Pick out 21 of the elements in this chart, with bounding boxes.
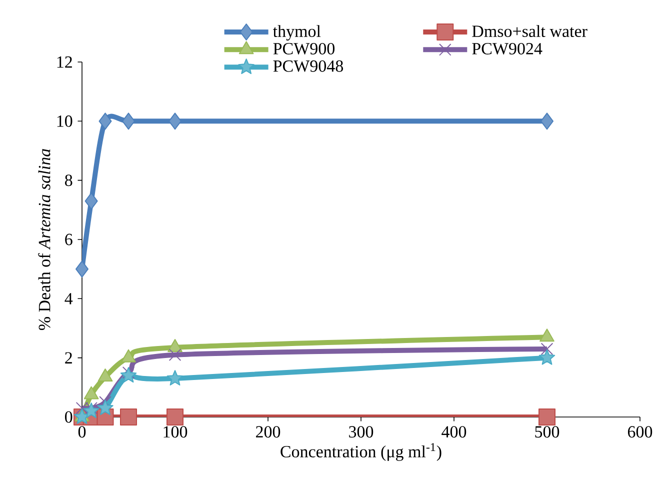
y-tick-label: 10 xyxy=(57,115,72,127)
y-tick-label: 0 xyxy=(65,411,72,423)
y-tick-label: 6 xyxy=(65,234,72,246)
x-tick-label: 0 xyxy=(78,426,86,438)
y-tick-label: 12 xyxy=(57,56,72,68)
x-tick-label: 200 xyxy=(256,426,280,438)
x-tick-label: 300 xyxy=(349,426,374,438)
legend-label: thymol xyxy=(272,25,321,41)
x-tick-label: 100 xyxy=(164,426,188,438)
legend-label: Dmso+salt water xyxy=(472,25,588,38)
legend-label: PCW9048 xyxy=(273,60,344,72)
x-tick-label: 500 xyxy=(535,426,560,438)
y-tick-label: 2 xyxy=(65,352,72,364)
y-tick-label: 8 xyxy=(65,174,72,186)
y-axis-title: % Death of Artemia salina xyxy=(38,149,50,330)
x-axis-title: Concentration (μg ml$^{-1}$) xyxy=(280,443,442,461)
x-tick-label: 400 xyxy=(442,426,466,438)
legend-label: PCW900 xyxy=(273,42,335,55)
x-tick-label: 600 xyxy=(628,426,652,438)
y-tick-label: 4 xyxy=(64,293,73,304)
legend-label: PCW9024 xyxy=(472,42,542,55)
